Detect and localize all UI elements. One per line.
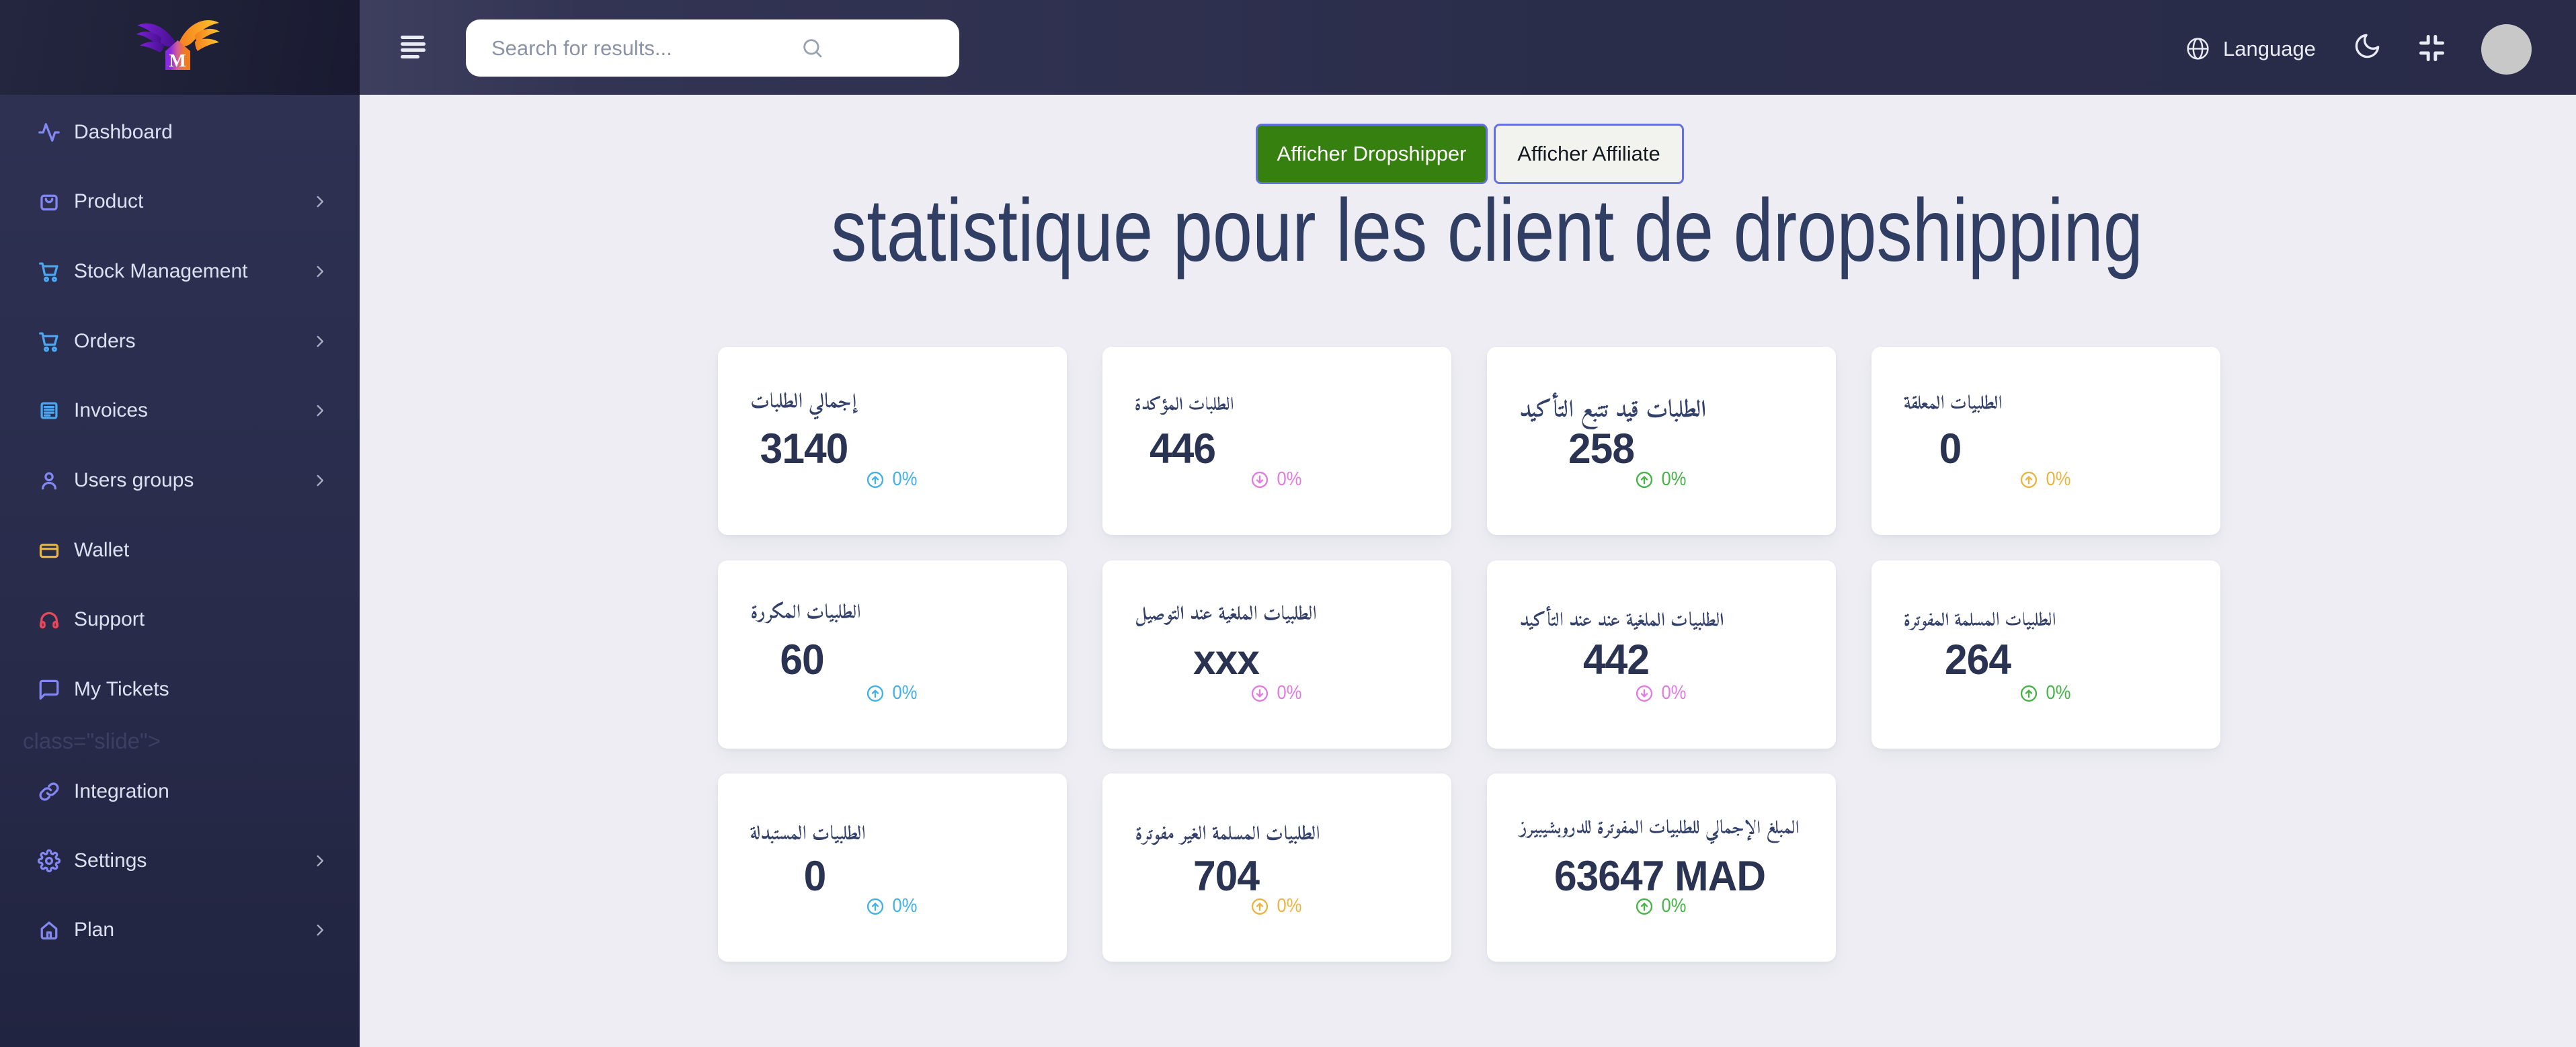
svg-text:M: M — [169, 50, 186, 71]
